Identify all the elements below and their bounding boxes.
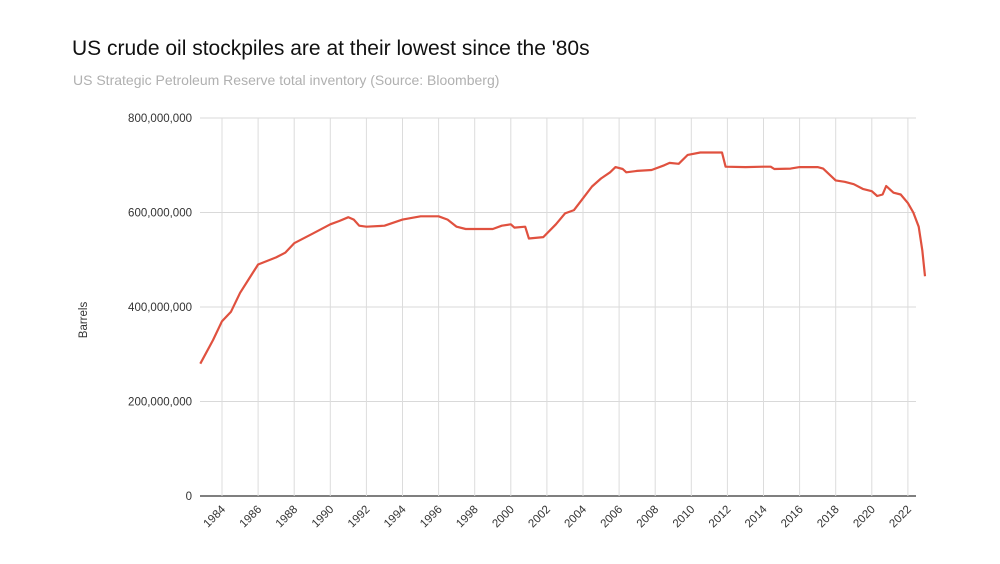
x-tick-label: 1992 — [346, 504, 373, 531]
x-tick-label: 1994 — [382, 503, 409, 530]
x-tick-label: 1984 — [202, 503, 229, 530]
x-tick-label: 2016 — [779, 504, 806, 531]
x-tick-label: 2020 — [851, 504, 878, 531]
x-tick-label: 2000 — [490, 504, 517, 531]
x-tick-label: 2002 — [526, 504, 553, 531]
y-tick-label: 800,000,000 — [128, 113, 192, 125]
y-tick-label: 600,000,000 — [128, 208, 192, 220]
y-tick-label: 400,000,000 — [128, 302, 192, 314]
x-tick-label: 2012 — [707, 504, 734, 531]
x-tick-label: 1986 — [238, 504, 265, 531]
x-tick-label: 2004 — [563, 503, 590, 530]
x-tick-label: 2006 — [599, 504, 626, 531]
x-tick-label: 2008 — [635, 504, 662, 531]
x-tick-label: 2010 — [671, 504, 698, 531]
x-tick-label: 2022 — [887, 504, 914, 531]
y-axis-label: Barrels — [78, 302, 90, 339]
x-tick-label: 2014 — [743, 503, 770, 530]
y-tick-label: 200,000,000 — [128, 397, 192, 409]
x-tick-label: 1998 — [454, 504, 481, 531]
chart-title: US crude oil stockpiles are at their low… — [72, 37, 590, 60]
y-tick-label: 0 — [186, 491, 192, 503]
x-tick-label: 2018 — [815, 504, 842, 531]
x-tick-label: 1996 — [418, 504, 445, 531]
chart-subtitle: US Strategic Petroleum Reserve total inv… — [73, 72, 500, 88]
x-tick-label: 1990 — [310, 504, 337, 531]
x-tick-label: 1988 — [274, 504, 301, 531]
series-line-inventory — [199, 151, 927, 365]
